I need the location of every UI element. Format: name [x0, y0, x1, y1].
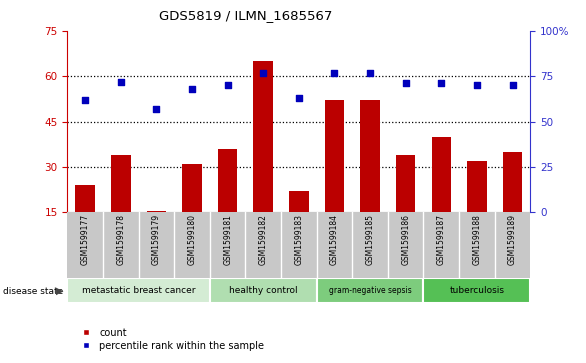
Bar	[503, 152, 522, 212]
Bar	[76, 185, 95, 212]
Text: metastatic breast cancer: metastatic breast cancer	[82, 286, 195, 295]
Text: GSM1599187: GSM1599187	[437, 214, 446, 265]
Bar	[360, 101, 380, 212]
Text: GDS5819 / ILMN_1685567: GDS5819 / ILMN_1685567	[159, 9, 333, 22]
Text: GSM1599184: GSM1599184	[330, 214, 339, 265]
Bar	[111, 155, 131, 212]
Point	[152, 106, 161, 112]
Point	[401, 81, 410, 86]
Text: GSM1599179: GSM1599179	[152, 214, 161, 265]
Bar	[210, 278, 316, 303]
Bar	[424, 278, 530, 303]
Point	[188, 86, 197, 92]
Text: healthy control: healthy control	[229, 286, 298, 295]
Text: GSM1599183: GSM1599183	[294, 214, 304, 265]
Point	[366, 70, 375, 76]
Text: GSM1599185: GSM1599185	[366, 214, 374, 265]
Text: tuberculosis: tuberculosis	[449, 286, 505, 295]
Text: GSM1599186: GSM1599186	[401, 214, 410, 265]
Bar	[431, 137, 451, 212]
Text: GSM1599188: GSM1599188	[472, 214, 482, 265]
Text: GSM1599180: GSM1599180	[188, 214, 196, 265]
Bar	[316, 278, 424, 303]
Text: gram-negative sepsis: gram-negative sepsis	[329, 286, 411, 295]
Bar	[467, 161, 487, 212]
Text: GSM1599189: GSM1599189	[508, 214, 517, 265]
Bar	[396, 155, 415, 212]
Bar	[218, 149, 237, 212]
Bar	[146, 211, 166, 212]
Bar	[254, 61, 273, 212]
Bar	[289, 191, 309, 212]
Point	[330, 70, 339, 76]
Text: GSM1599178: GSM1599178	[116, 214, 125, 265]
Point	[472, 82, 482, 88]
Text: GSM1599182: GSM1599182	[259, 214, 268, 265]
Text: GSM1599181: GSM1599181	[223, 214, 232, 265]
Text: disease state: disease state	[3, 287, 63, 295]
Point	[223, 82, 232, 88]
Text: ▶: ▶	[56, 286, 63, 296]
Text: GSM1599177: GSM1599177	[81, 214, 90, 265]
Legend: count, percentile rank within the sample: count, percentile rank within the sample	[72, 324, 268, 355]
Bar	[67, 278, 210, 303]
Point	[437, 81, 446, 86]
Point	[80, 97, 90, 103]
Point	[294, 95, 304, 101]
Bar	[325, 101, 344, 212]
Bar	[182, 164, 202, 212]
Point	[116, 79, 125, 85]
Point	[258, 70, 268, 76]
Point	[508, 82, 517, 88]
